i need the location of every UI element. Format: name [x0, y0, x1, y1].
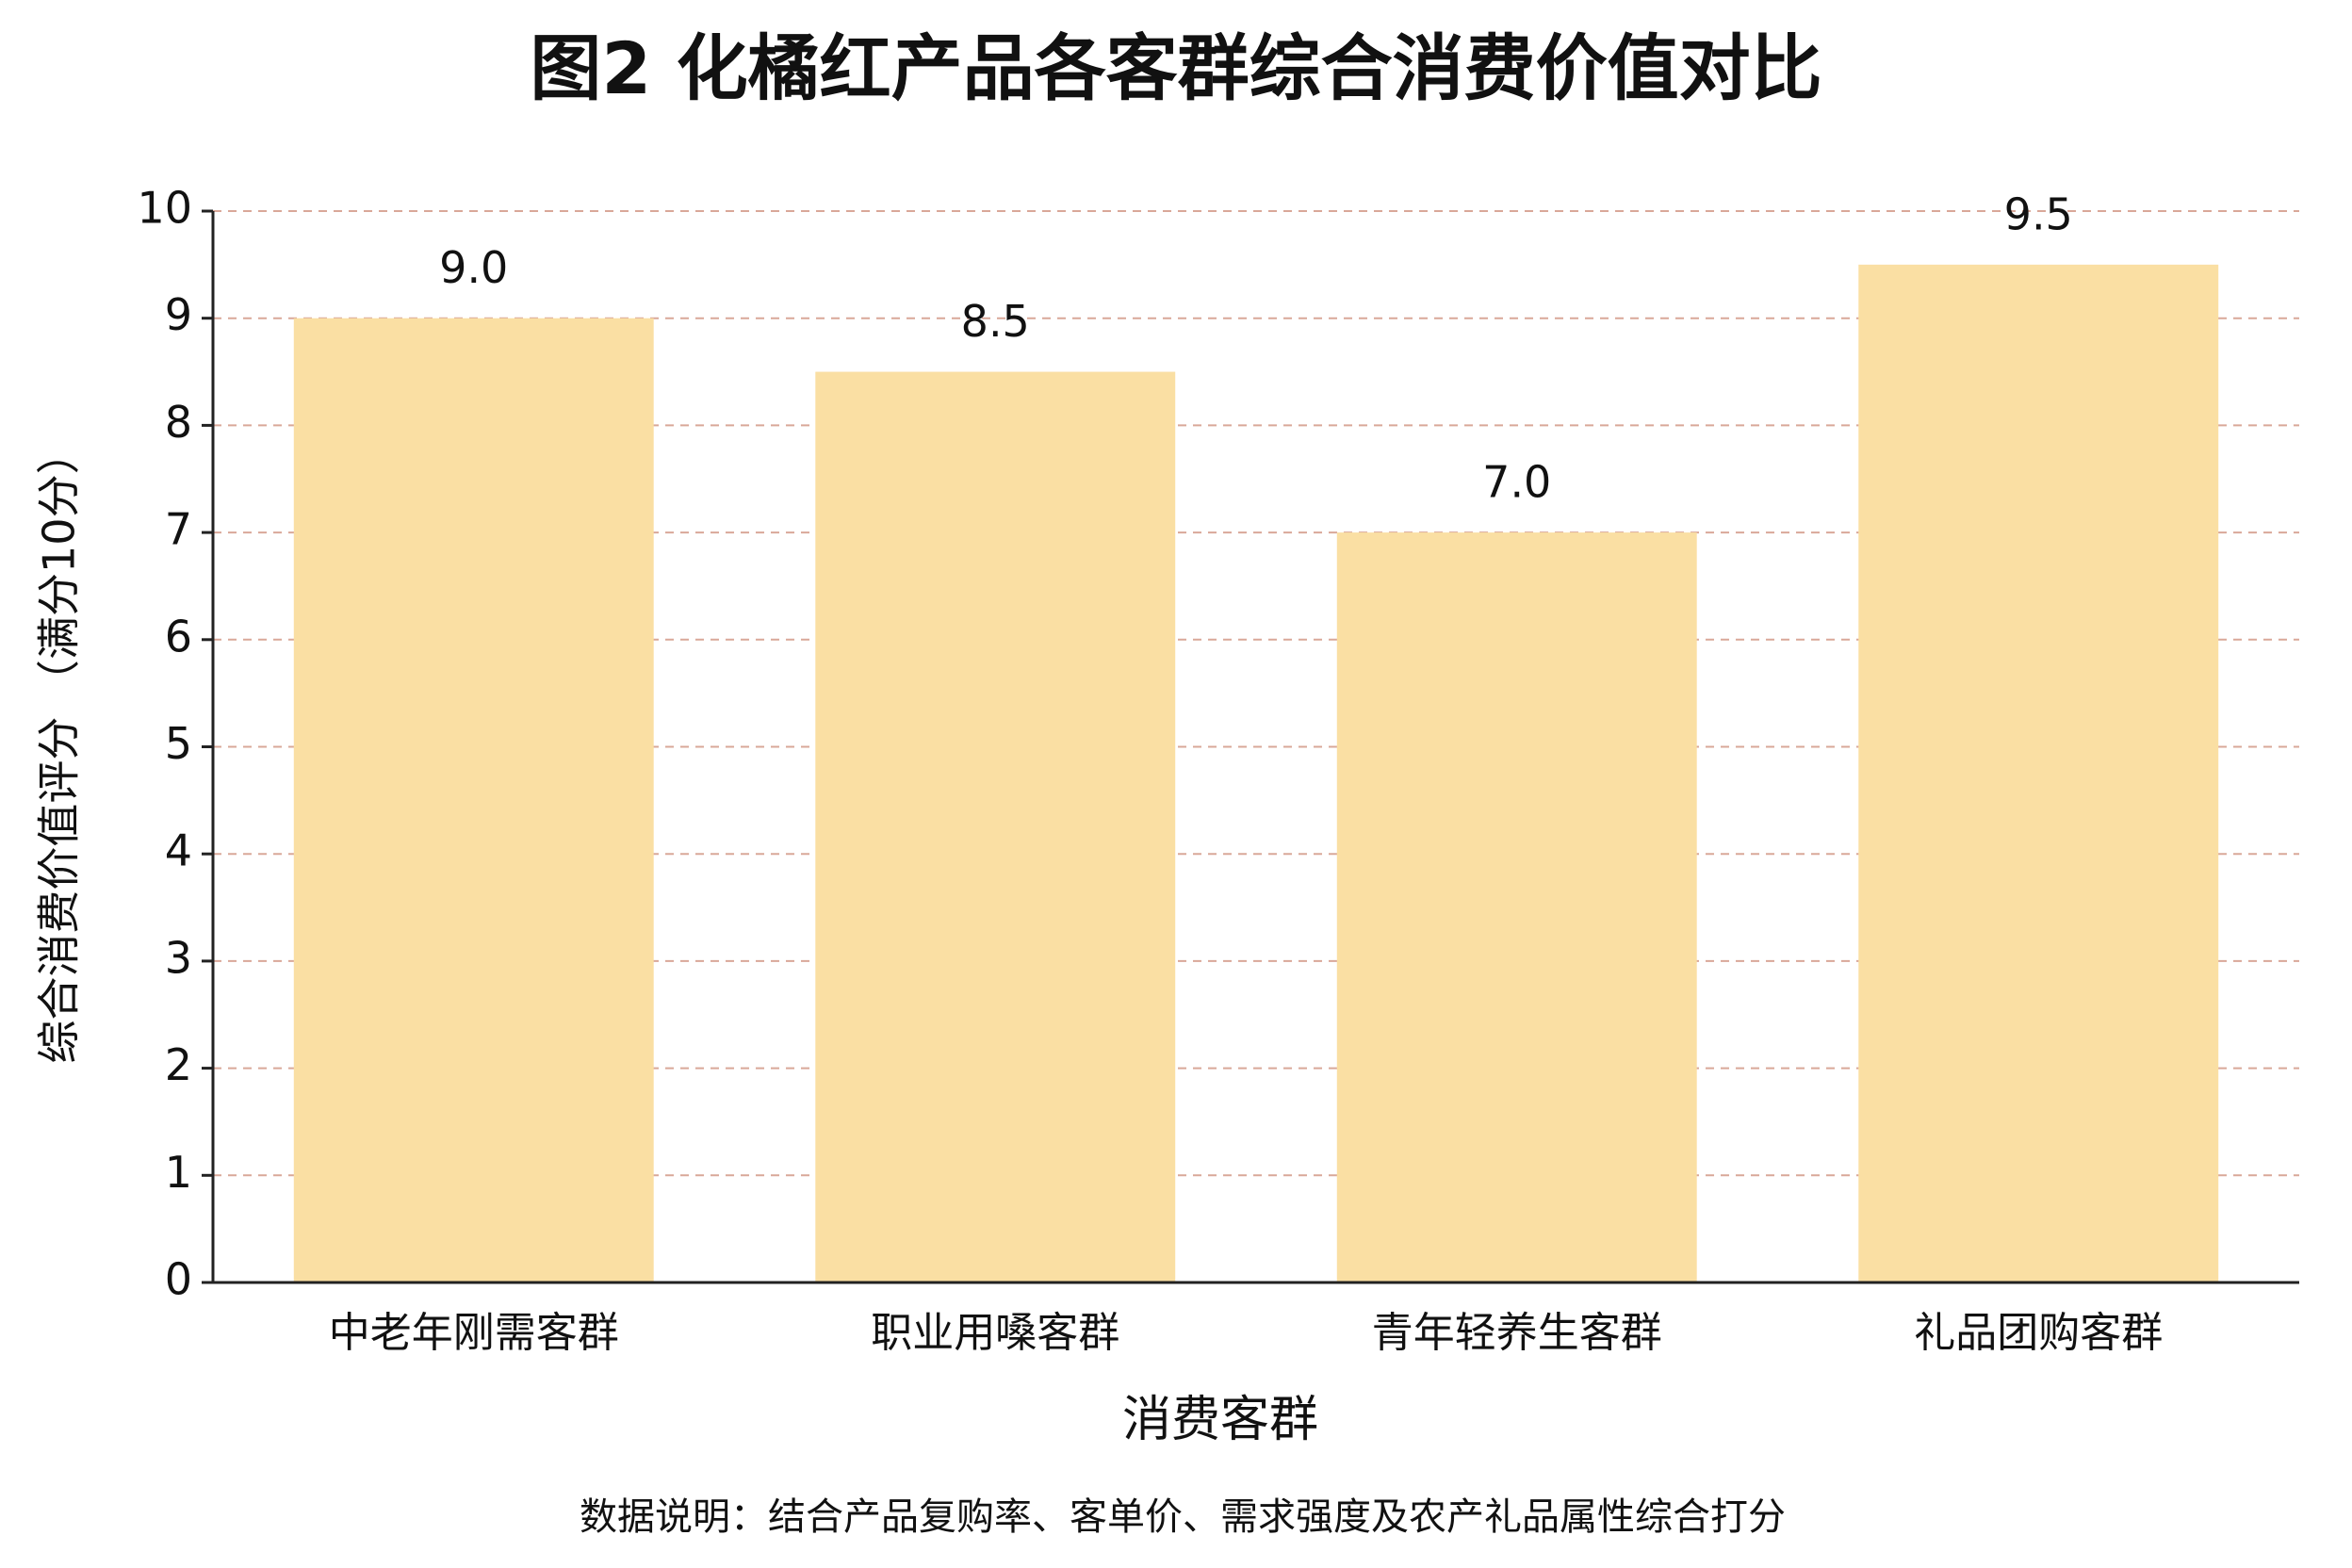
value-label: 8.5 [961, 296, 1030, 347]
bar [1336, 532, 1697, 1282]
y-tick-label: 3 [165, 932, 192, 983]
bar [293, 318, 654, 1282]
y-tick-label: 10 [137, 183, 192, 234]
y-tick-label: 1 [165, 1147, 192, 1198]
bar [1858, 264, 2219, 1283]
bar [815, 371, 1176, 1282]
y-tick-label: 2 [165, 1039, 192, 1090]
x-axis-label: 消费客群 [1122, 1392, 1318, 1448]
x-tick-label: 职业用嗓客群 [871, 1309, 1119, 1357]
y-tick-label: 9 [165, 289, 192, 340]
y-tick-label: 0 [165, 1254, 192, 1305]
note: 数据说明：结合产品复购率、客单价、需求强度及农产礼品属性综合打分 [580, 1495, 1786, 1539]
y-axis-label: 综合消费价值评分 （满分10分） [34, 431, 85, 1063]
y-tick-label: 5 [165, 718, 192, 769]
value-label: 7.0 [1482, 457, 1551, 508]
value-label: 9.5 [2004, 188, 2073, 239]
x-tick-label: 青年轻养生客群 [1372, 1309, 1662, 1357]
y-tick-label: 7 [165, 504, 192, 555]
value-label: 9.0 [439, 242, 508, 293]
x-tick-label: 中老年刚需客群 [329, 1309, 619, 1357]
y-tick-label: 8 [165, 397, 192, 448]
x-tick-label: 礼品团购客群 [1914, 1309, 2163, 1357]
chart-title: 图2 化橘红产品各客群综合消费价值对比 [530, 26, 1821, 110]
y-tick-label: 6 [165, 611, 192, 662]
y-tick-label: 4 [165, 825, 192, 876]
